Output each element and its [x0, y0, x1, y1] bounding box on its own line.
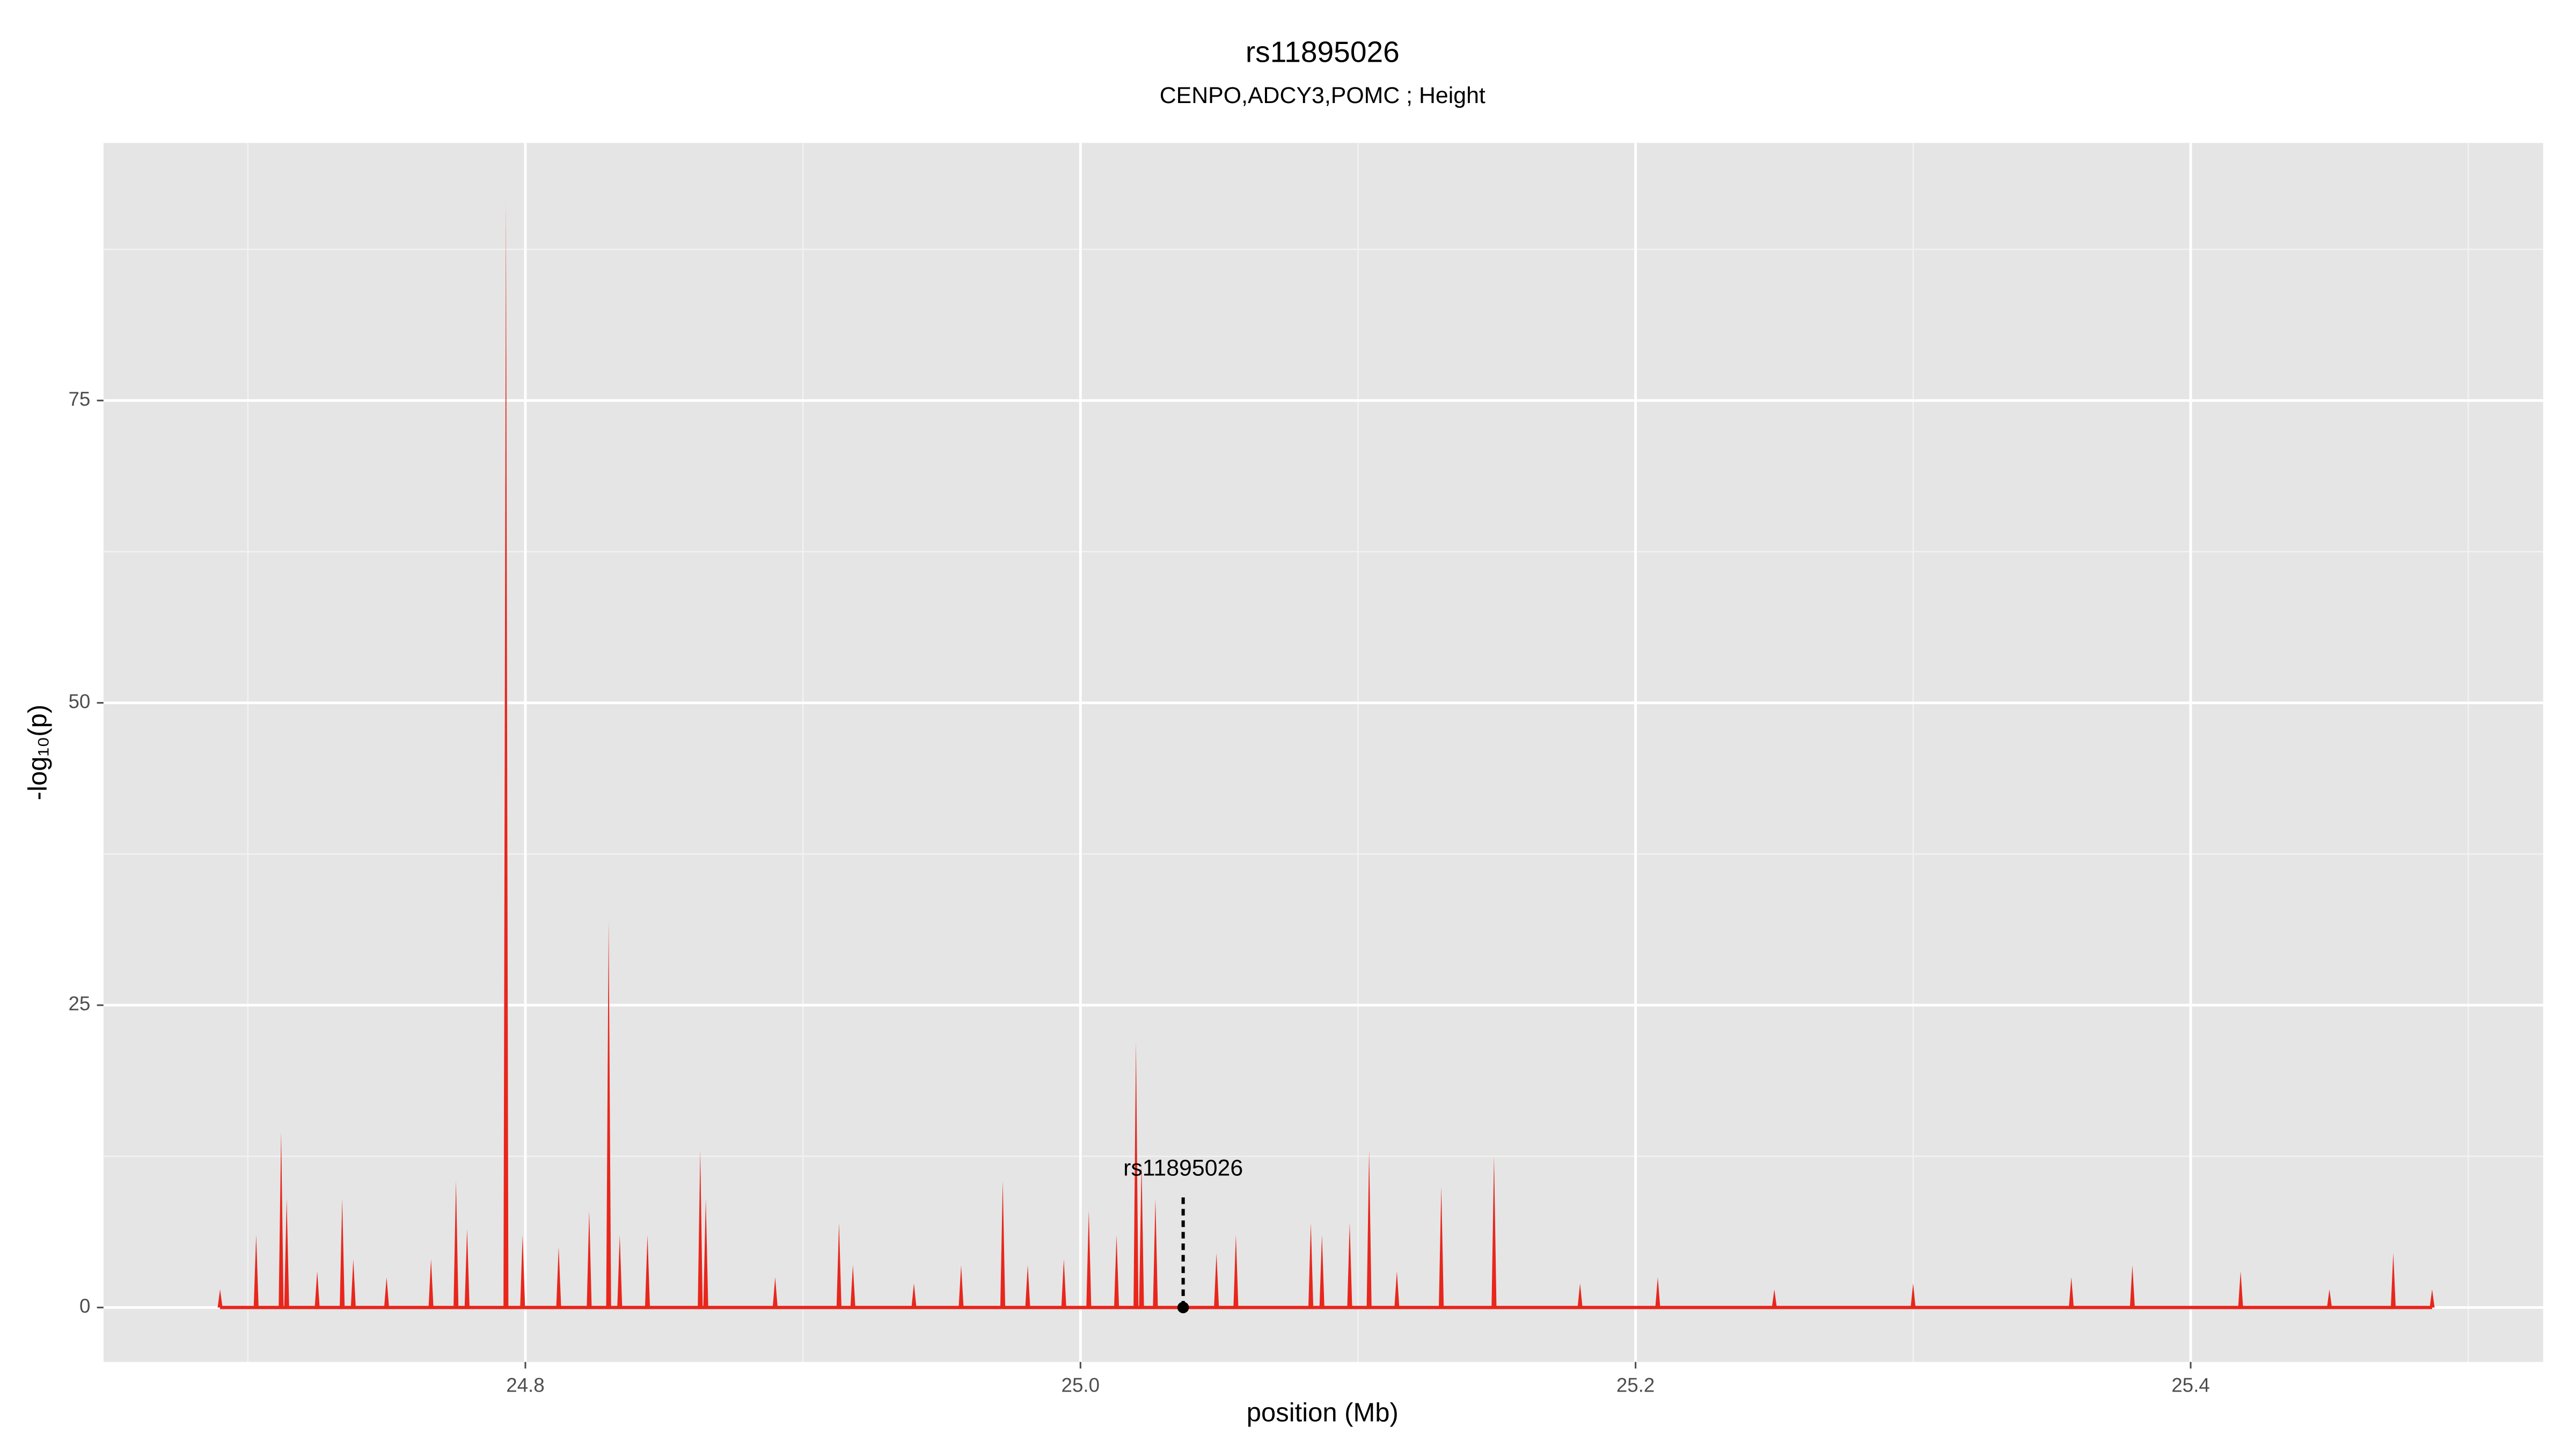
spike [1308, 1223, 1314, 1308]
spike [1153, 1198, 1158, 1308]
spike [520, 1235, 525, 1308]
spike [284, 1198, 289, 1308]
spike [587, 1211, 592, 1308]
y-tick-label: 50 [69, 690, 91, 712]
chart-subtitle: CENPO,ADCY3,POMC ; Height [1160, 83, 1485, 108]
spike [1347, 1223, 1352, 1308]
spike [1000, 1180, 1006, 1308]
y-tick-label: 75 [69, 388, 91, 410]
spike [772, 1277, 778, 1308]
annotation-point [1177, 1301, 1189, 1314]
spike [958, 1265, 964, 1308]
x-tick-label: 25.2 [1616, 1374, 1655, 1396]
spike [556, 1247, 561, 1308]
spike [253, 1235, 259, 1308]
spike [617, 1235, 623, 1308]
spike [1772, 1289, 1777, 1308]
spike [1439, 1187, 1444, 1308]
spike [340, 1198, 345, 1308]
spike [2238, 1271, 2243, 1308]
x-tick-label: 25.4 [2171, 1374, 2209, 1396]
spike [911, 1283, 917, 1308]
spike [850, 1265, 855, 1308]
annotation-label: rs11895026 [1123, 1155, 1243, 1181]
spike [1025, 1265, 1030, 1308]
spike [1655, 1277, 1660, 1308]
spike [350, 1259, 356, 1308]
spike [2390, 1253, 2396, 1308]
spike [464, 1228, 470, 1308]
spike [2129, 1265, 2135, 1308]
spike [698, 1150, 703, 1308]
y-tick-label: 0 [79, 1295, 90, 1317]
spike [503, 201, 509, 1308]
y-tick-label: 25 [69, 993, 91, 1015]
spike [836, 1223, 841, 1308]
spike [453, 1180, 459, 1308]
spike [1366, 1150, 1372, 1308]
spike [1061, 1259, 1066, 1308]
spike [384, 1277, 389, 1308]
x-tick-label: 25.0 [1062, 1374, 1100, 1396]
spike [314, 1271, 320, 1308]
spike [1139, 1162, 1144, 1308]
spike [703, 1198, 708, 1308]
spike [2326, 1289, 2332, 1308]
spike [645, 1235, 650, 1308]
spike [1233, 1235, 1239, 1308]
spike [279, 1132, 284, 1308]
spike [606, 920, 611, 1308]
chart-title: rs11895026 [1246, 35, 1400, 69]
spike [2068, 1277, 2074, 1308]
spike [1577, 1283, 1583, 1308]
spike [2429, 1289, 2435, 1308]
spike [1319, 1235, 1324, 1308]
spike [1086, 1211, 1092, 1308]
spike [1394, 1271, 1400, 1308]
y-axis-label: -log₁₀(p) [23, 705, 52, 800]
spike [1911, 1283, 1916, 1308]
spike [1214, 1253, 1219, 1308]
plot-background [103, 143, 2543, 1362]
x-axis-label: position (Mb) [1247, 1399, 1399, 1428]
x-tick-label: 24.8 [506, 1374, 544, 1396]
spike [217, 1289, 223, 1308]
spike [428, 1259, 434, 1308]
spike [1133, 1041, 1139, 1308]
spike [1114, 1235, 1119, 1308]
spike [1491, 1156, 1497, 1308]
